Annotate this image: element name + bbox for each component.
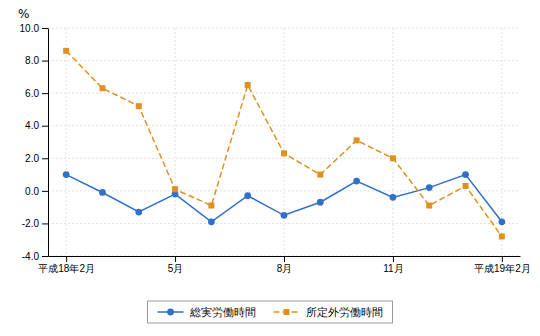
x-tick: 8月 [277,256,293,274]
point [63,171,70,178]
x-tick-label: 平成19年2月 [474,263,531,274]
x-tick: 5月 [168,256,184,274]
legend-item: 総実労働時間 [158,306,256,319]
chart: -4.0 -2.0 0.0 2.0 4.0 6.0 8.0 10.0 平成18年2月 5月 8月 11… [0,0,540,336]
point [426,203,432,209]
legend-swatch-marker [167,309,174,316]
point [135,209,142,216]
series [63,171,505,225]
y-grid-line [48,190,520,191]
x-tick-mark [66,256,67,262]
point [317,172,323,178]
point [353,178,360,185]
y-tick: -2.0 [22,218,48,229]
x-grid-line [392,28,393,256]
y-tick-label: 4.0 [25,120,39,131]
point [390,155,396,161]
y-axis-title: % [18,7,29,21]
y-tick-mark [42,93,48,94]
point [244,192,251,199]
x-tick-label: 5月 [168,263,184,274]
x-tick-label: 8月 [277,263,293,274]
series-line [66,51,502,237]
y-axis-line [48,29,49,257]
series [63,48,505,240]
x-grid-line [175,28,176,256]
point [99,85,105,91]
y-tick-mark [42,158,48,159]
point [499,233,505,239]
point [281,150,287,156]
y-tick: 4.0 [25,120,48,131]
data-layer [63,48,505,240]
y-tick: 0.0 [25,186,48,197]
point [426,184,433,191]
y-tick-label: 0.0 [25,186,39,197]
y-tick-mark [42,256,48,257]
y-tick: 10.0 [20,23,48,34]
x-grid-line [284,28,285,256]
grid [48,28,520,256]
point [172,186,178,192]
x-tick-label: 11月 [383,263,403,274]
y-axis: -4.0 -2.0 0.0 2.0 4.0 6.0 8.0 10.0 [20,23,49,262]
y-tick-label: 8.0 [25,55,39,66]
point [208,218,215,225]
point [463,183,469,189]
point [136,103,142,109]
legend-item: 所定外労働時間 [274,306,383,319]
x-tick: 11月 [383,256,403,274]
point [99,189,106,196]
point [245,82,251,88]
point [498,218,505,225]
y-tick-mark [42,61,48,62]
point [462,171,469,178]
legend-label: 所定外労働時間 [306,306,383,319]
y-tick-label: 10.0 [20,23,40,34]
legend-label: 総実労働時間 [189,306,256,319]
y-grid-line [48,223,520,224]
y-tick-mark [42,126,48,127]
y-tick: 2.0 [25,153,48,164]
point [208,203,214,209]
legend-swatch-marker [284,309,290,315]
y-tick-mark [42,191,48,192]
point [354,137,360,143]
x-grid-line [66,28,67,256]
x-tick-mark [393,256,394,262]
series-line [66,175,502,222]
x-axis: 平成18年2月 5月 8月 11月 平成19年2月 [38,256,530,274]
point [63,48,69,54]
y-tick-label: 6.0 [25,88,39,99]
y-tick: 6.0 [25,88,48,99]
point [281,212,288,219]
point [390,194,397,201]
x-tick: 平成18年2月 [38,256,95,274]
point [317,199,324,206]
x-tick: 平成19年2月 [474,256,531,274]
y-tick-mark [42,223,48,224]
legend-frame [148,301,393,323]
y-tick: 8.0 [25,55,48,66]
y-tick-mark [42,28,48,29]
y-tick-label: -2.0 [22,218,40,229]
x-tick-mark [502,256,503,262]
y-tick: -4.0 [22,251,48,262]
plot: -4.0 -2.0 0.0 2.0 4.0 6.0 8.0 10.0 平成18年2月 5月 8月 11… [20,23,531,274]
x-tick-mark [175,256,176,262]
x-tick-label: 平成18年2月 [38,263,95,274]
legend: 総実労働時間 所定外労働時間 [148,301,393,323]
y-tick-label: -4.0 [22,251,40,262]
y-tick-label: 2.0 [25,153,39,164]
x-tick-mark [284,256,285,262]
